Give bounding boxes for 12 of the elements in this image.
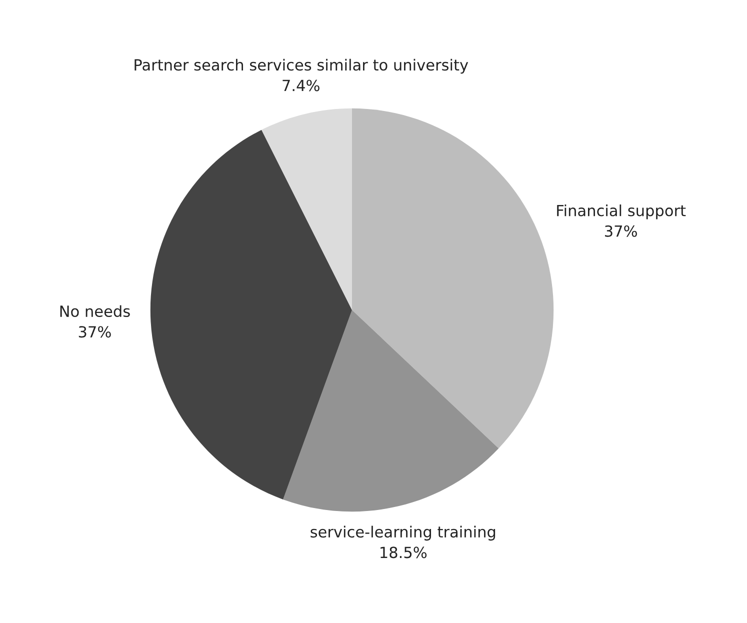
slice-label: Financial support [557,204,686,220]
data-label: 7.4% [282,80,320,92]
pie-slice [262,108,352,310]
slice-label: Partner search services similar to university [134,58,468,74]
pie-slice [150,130,352,500]
pie-slice [283,310,499,512]
slice-label: service-learning training [310,526,496,541]
pie-slice [352,108,554,448]
data-label: 37% [78,326,111,338]
data-label: 37% [605,225,637,237]
data-label: 18.5% [380,546,427,558]
slice-label: No needs [60,305,130,318]
